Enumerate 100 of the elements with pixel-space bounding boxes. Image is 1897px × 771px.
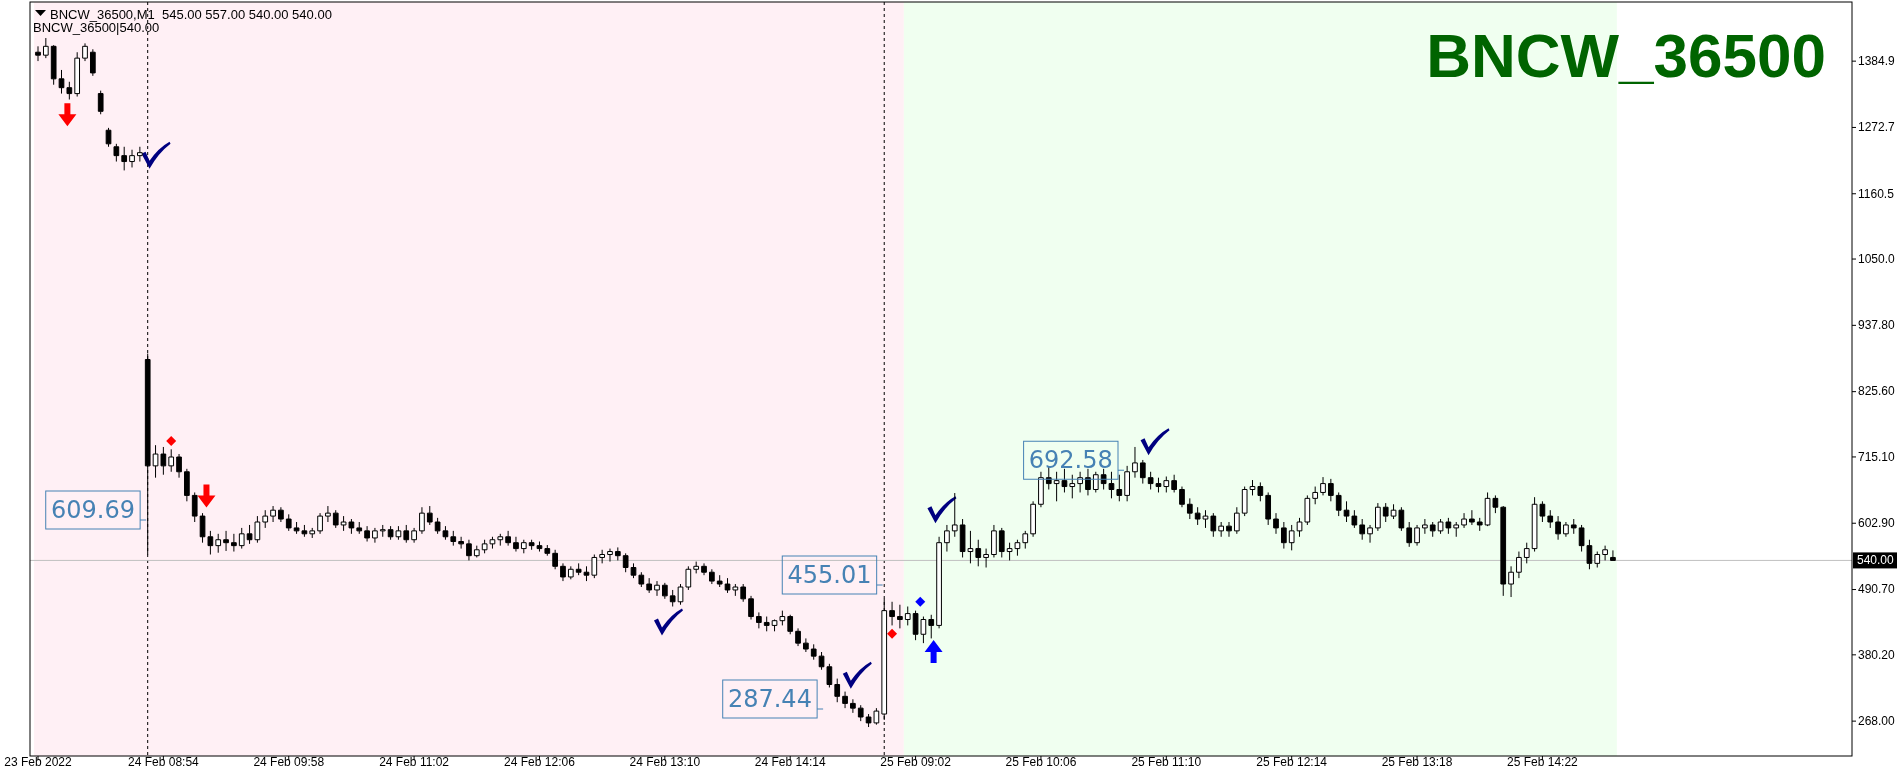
- candlestick: [121, 146, 128, 171]
- x-tick-label: 25 Feb 13:18: [1381, 755, 1453, 769]
- candlestick: [278, 506, 284, 523]
- candlestick: [1594, 551, 1601, 568]
- x-tick-label: 24 Feb 11:02: [379, 755, 450, 769]
- candlestick: [944, 524, 950, 553]
- y-tick-label: 1384.9: [1858, 53, 1896, 68]
- candlestick: [1429, 521, 1436, 538]
- candlestick: [1218, 521, 1225, 538]
- candlestick: [1359, 518, 1366, 541]
- x-tick-label: 25 Feb 14:22: [1507, 755, 1579, 769]
- candlestick: [1602, 545, 1608, 561]
- candlestick: [1328, 478, 1334, 502]
- candlestick: [1523, 542, 1530, 564]
- chart-title: BNCW_36500: [1426, 21, 1826, 90]
- candlestick: [223, 530, 229, 552]
- y-tick-label: 825.60: [1858, 384, 1896, 399]
- candlestick: [591, 554, 598, 579]
- candlestick: [842, 691, 848, 709]
- candlestick: [238, 527, 245, 550]
- x-tick-label: 24 Feb 13:10: [629, 755, 701, 769]
- y-tick-label: 1050.0: [1858, 251, 1896, 266]
- candlestick: [513, 536, 519, 553]
- candlestick: [97, 90, 104, 115]
- candlestick: [1312, 486, 1319, 505]
- candlestick: [1233, 506, 1240, 535]
- annotation: 455.01: [787, 561, 872, 589]
- x-tick-label: 24 Feb 09:58: [253, 755, 325, 769]
- candlestick: [1273, 512, 1279, 535]
- candlestick: [881, 598, 888, 721]
- candlestick: [897, 604, 903, 629]
- candlestick: [928, 614, 935, 639]
- candlestick: [473, 545, 480, 558]
- annotation: 692.58: [1028, 446, 1113, 475]
- candlestick: [1555, 515, 1561, 541]
- candlestick: [1022, 530, 1029, 550]
- candlestick: [560, 562, 566, 582]
- candlestick: [215, 533, 222, 554]
- candlestick: [113, 143, 120, 163]
- candlestick: [1500, 505, 1507, 597]
- x-tick-label: 25 Feb 10:06: [1005, 755, 1077, 769]
- candlestick: [1570, 518, 1577, 535]
- candlestick: [379, 524, 386, 538]
- candlestick: [763, 616, 770, 632]
- candlestick: [332, 509, 339, 529]
- annotation: 287.44: [727, 685, 812, 713]
- candlestick: [1132, 446, 1138, 479]
- annotation: 609.69: [50, 496, 135, 524]
- candlestick: [1179, 486, 1185, 508]
- candlestick: [740, 583, 747, 603]
- candlestick: [137, 146, 143, 163]
- candlestick: [552, 549, 558, 570]
- candlestick: [1092, 471, 1099, 493]
- candlestick: [129, 149, 135, 168]
- candlestick: [42, 37, 49, 59]
- candlestick: [850, 698, 856, 714]
- candlestick: [1085, 468, 1091, 496]
- candlestick: [607, 548, 613, 563]
- candlestick: [1414, 524, 1420, 547]
- candlestick: [983, 548, 989, 568]
- candlestick: [1171, 474, 1177, 493]
- candlestick: [693, 561, 700, 574]
- candlestick: [1265, 491, 1272, 526]
- candlestick: [1610, 549, 1616, 561]
- candlestick: [614, 546, 621, 561]
- candlestick: [184, 468, 190, 502]
- x-tick-label: 25 Feb 12:14: [1256, 755, 1328, 769]
- candlestick: [1367, 524, 1373, 544]
- candlestick: [654, 580, 660, 597]
- candlestick: [998, 527, 1005, 558]
- ref-line-label: 540.00: [1857, 553, 1895, 568]
- candlestick: [317, 512, 323, 535]
- x-tick-label: 24 Feb 08:54: [128, 755, 200, 769]
- candlestick: [168, 448, 175, 473]
- candlestick: [450, 530, 457, 547]
- candlestick: [1069, 474, 1076, 499]
- candlestick: [716, 574, 723, 588]
- x-tick-label: 25 Feb 11:10: [1131, 755, 1202, 769]
- candlestick: [1320, 476, 1326, 496]
- candlestick: [50, 44, 57, 86]
- candlestick: [1516, 551, 1522, 579]
- candlestick: [176, 453, 182, 479]
- candlestick: [364, 525, 370, 542]
- candlestick: [951, 492, 958, 538]
- candlestick: [1124, 465, 1130, 502]
- candlestick: [1288, 524, 1295, 551]
- candlestick: [936, 536, 942, 629]
- candlestick: [497, 533, 504, 547]
- candlestick: [231, 533, 237, 553]
- candlestick: [638, 571, 645, 588]
- y-tick-label: 268.00: [1858, 713, 1896, 728]
- candlestick: [285, 513, 292, 532]
- candlestick: [857, 704, 864, 722]
- candlestick: [1461, 512, 1467, 529]
- candlestick: [74, 51, 81, 98]
- candlestick: [599, 549, 606, 564]
- candlestick: [82, 42, 88, 62]
- candlestick: [709, 568, 715, 585]
- candlestick: [646, 577, 653, 594]
- candlestick: [748, 595, 754, 620]
